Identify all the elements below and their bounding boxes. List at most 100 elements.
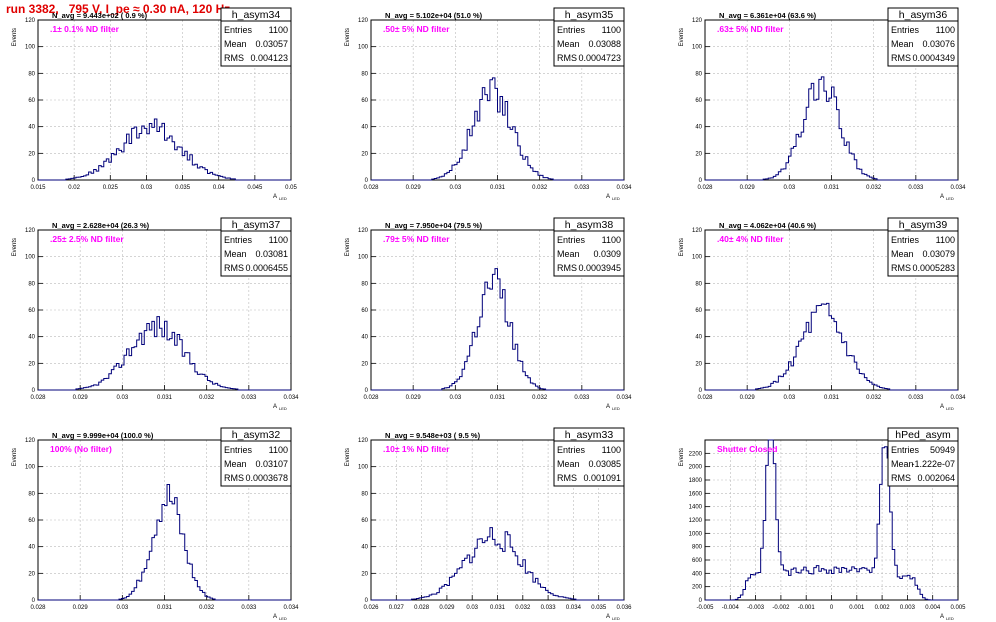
x-tick-label: 0.045 bbox=[247, 185, 263, 191]
histogram-series bbox=[705, 302, 958, 391]
stats-label: Mean bbox=[224, 459, 247, 469]
x-tick-label: 0.029 bbox=[439, 605, 455, 611]
navg-label: N_avg = 5.102e+04 (51.0 %) bbox=[385, 11, 483, 20]
y-tick-label: 1200 bbox=[689, 518, 703, 524]
y-tick-label: 60 bbox=[28, 98, 35, 104]
x-tick-label: 0.029 bbox=[406, 395, 422, 401]
x-tick-label: 0.033 bbox=[241, 395, 257, 401]
filter-note: .40± 4% ND filter bbox=[717, 234, 784, 244]
y-tick-label: 0 bbox=[699, 178, 703, 184]
x-tick-label: -0.001 bbox=[798, 605, 816, 611]
x-tick-label: 0.028 bbox=[363, 395, 379, 401]
x-tick-label: 0.032 bbox=[866, 185, 882, 191]
y-tick-label: 60 bbox=[695, 308, 702, 314]
x-axis-label: A bbox=[940, 194, 944, 200]
x-tick-label: 0.03 bbox=[116, 395, 128, 401]
x-axis-label-sub: LED bbox=[946, 406, 954, 411]
x-tick-label: 0.03 bbox=[783, 395, 795, 401]
stats-label: RMS bbox=[891, 53, 911, 63]
histogram-series bbox=[371, 77, 624, 181]
stats-value: 1100 bbox=[602, 235, 621, 245]
stats-value: 0.0003678 bbox=[245, 473, 288, 483]
stats-value: 0.0004723 bbox=[578, 53, 621, 63]
x-tick-label: 0.032 bbox=[199, 395, 215, 401]
x-tick-label: 0.033 bbox=[908, 395, 924, 401]
y-tick-label: 2000 bbox=[689, 465, 703, 471]
stats-value: 1100 bbox=[936, 235, 955, 245]
x-tick-label: 0.029 bbox=[406, 185, 422, 191]
y-tick-label: 100 bbox=[358, 465, 369, 471]
stats-label: Mean bbox=[891, 249, 914, 259]
filter-note: .63± 5% ND filter bbox=[717, 24, 784, 34]
stats-label: RMS bbox=[557, 53, 577, 63]
x-axis-label-sub: LED bbox=[946, 196, 954, 201]
stats-label: Entries bbox=[224, 445, 253, 455]
y-tick-label: 40 bbox=[28, 335, 35, 341]
y-tick-label: 40 bbox=[28, 545, 35, 551]
y-axis-label: Events bbox=[345, 238, 351, 256]
x-tick-label: 0.027 bbox=[389, 605, 405, 611]
x-tick-label: 0.029 bbox=[740, 395, 756, 401]
stats-value: 1100 bbox=[269, 235, 288, 245]
x-tick-label: 0.034 bbox=[950, 395, 966, 401]
stats-title: h_asym34 bbox=[232, 9, 281, 21]
y-tick-label: 120 bbox=[692, 228, 703, 234]
navg-label: N_avg = 6.361e+04 (63.6 %) bbox=[719, 11, 817, 20]
y-tick-label: 0 bbox=[32, 178, 36, 184]
x-axis-label-sub: LED bbox=[612, 406, 620, 411]
y-tick-label: 120 bbox=[25, 18, 36, 24]
x-tick-label: 0.031 bbox=[490, 185, 506, 191]
stats-label: Entries bbox=[224, 235, 253, 245]
x-axis-label: A bbox=[273, 194, 277, 200]
x-tick-label: 0.032 bbox=[515, 605, 531, 611]
stats-value: 0.0004349 bbox=[912, 53, 955, 63]
x-tick-label: 0.003 bbox=[900, 605, 916, 611]
x-tick-label: -0.004 bbox=[722, 605, 740, 611]
panel-h_asym34: 0.015 0.02 0.025 0.03 0.035 0.04 0.045 0.05 0 20 4… bbox=[12, 7, 297, 201]
stats-label: RMS bbox=[891, 473, 911, 483]
y-tick-label: 100 bbox=[692, 45, 703, 51]
y-tick-label: 80 bbox=[695, 71, 702, 77]
y-tick-label: 20 bbox=[361, 151, 368, 157]
stats-box bbox=[887, 7, 959, 67]
x-axis-label: A bbox=[940, 614, 944, 620]
navg-label: N_avg = 4.062e+04 (40.6 %) bbox=[719, 221, 817, 230]
x-tick-label: 0.03 bbox=[466, 605, 478, 611]
y-tick-label: 60 bbox=[28, 308, 35, 314]
stats-label: Mean bbox=[557, 39, 580, 49]
x-tick-label: 0.03 bbox=[116, 605, 128, 611]
y-tick-label: 60 bbox=[695, 98, 702, 104]
x-tick-label: 0.028 bbox=[363, 185, 379, 191]
x-tick-label: 0.032 bbox=[199, 605, 215, 611]
x-tick-label: 0.031 bbox=[824, 395, 840, 401]
y-tick-label: 120 bbox=[25, 228, 36, 234]
y-tick-label: 1400 bbox=[689, 505, 703, 511]
stats-value: 0.004123 bbox=[250, 53, 288, 63]
y-tick-label: 1000 bbox=[689, 531, 703, 537]
y-tick-label: 60 bbox=[361, 98, 368, 104]
y-tick-label: 0 bbox=[32, 388, 36, 394]
navg-label: N_avg = 7.950e+04 (79.5 %) bbox=[385, 221, 483, 230]
x-tick-label: 0.029 bbox=[73, 605, 89, 611]
y-tick-label: 20 bbox=[361, 571, 368, 577]
x-axis-label: A bbox=[940, 404, 944, 410]
y-tick-label: 40 bbox=[28, 125, 35, 131]
stats-value: 1100 bbox=[936, 25, 955, 35]
x-tick-label: 0.028 bbox=[697, 395, 713, 401]
stats-label: Entries bbox=[557, 25, 586, 35]
x-axis-label: A bbox=[273, 404, 277, 410]
y-tick-label: 80 bbox=[28, 281, 35, 287]
x-tick-label: 0.025 bbox=[103, 185, 119, 191]
stats-label: Entries bbox=[224, 25, 253, 35]
x-tick-label: 0.035 bbox=[175, 185, 191, 191]
stats-title: hPed_asym bbox=[895, 429, 951, 441]
x-tick-label: 0.034 bbox=[566, 605, 582, 611]
y-tick-label: 1600 bbox=[689, 491, 703, 497]
y-tick-label: 40 bbox=[361, 335, 368, 341]
x-tick-label: 0.04 bbox=[213, 185, 225, 191]
x-tick-label: 0.028 bbox=[30, 395, 46, 401]
y-tick-label: 20 bbox=[361, 361, 368, 367]
x-tick-label: 0.004 bbox=[925, 605, 941, 611]
stats-box bbox=[220, 7, 292, 67]
